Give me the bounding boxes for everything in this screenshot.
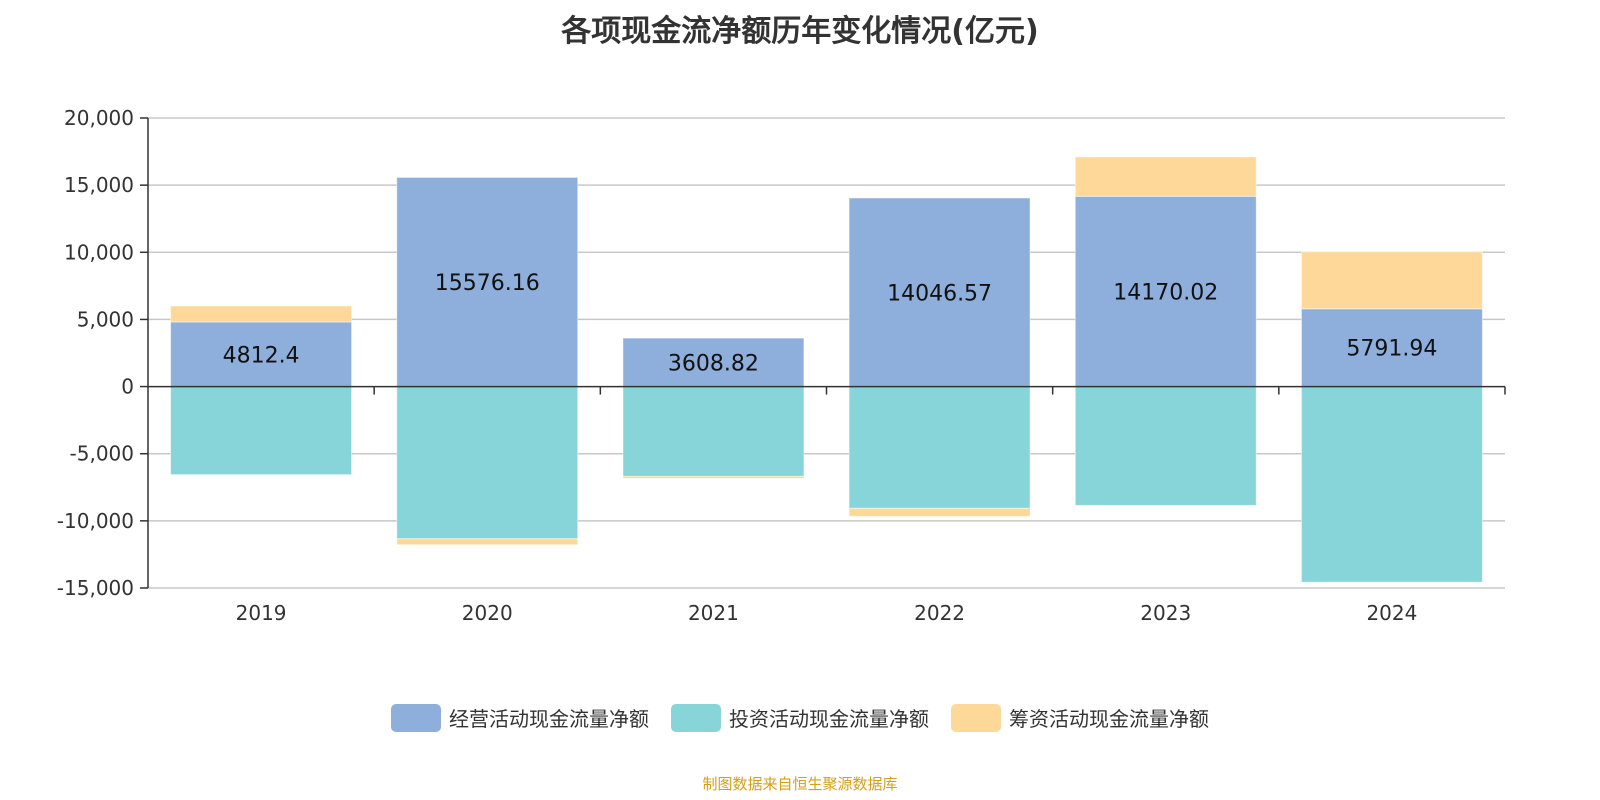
legend: 经营活动现金流量净额 投资活动现金流量净额 筹资活动现金流量净额: [0, 703, 1600, 732]
bar-segment: [1074, 195, 1257, 388]
bar-segment: [848, 507, 1031, 517]
legend-label: 经营活动现金流量净额: [449, 707, 649, 731]
bar-segment: [1300, 251, 1483, 310]
source-footer: 制图数据来自恒生聚源数据库: [702, 775, 898, 793]
y-tick-label: 20,000: [64, 106, 134, 130]
legend-item-financing[interactable]: 筹资活动现金流量净额: [951, 703, 1209, 732]
legend-item-investing[interactable]: 投资活动现金流量净额: [671, 703, 929, 732]
legend-swatch: [671, 703, 721, 732]
y-tick-label: -5,000: [70, 442, 134, 466]
x-tick-label: 2020: [462, 601, 513, 625]
legend-swatch: [951, 703, 1001, 732]
data-label: 14170.02: [1113, 280, 1218, 305]
x-tick-label: 2023: [1140, 601, 1191, 625]
bar-segment: [1074, 156, 1257, 197]
legend-item-operating[interactable]: 经营活动现金流量净额: [391, 703, 649, 732]
data-label: 5791.94: [1346, 337, 1437, 362]
x-tick-label: 2021: [688, 601, 739, 625]
bar-segment: [622, 386, 805, 477]
y-tick-label: 10,000: [64, 240, 134, 264]
y-tick-label: -10,000: [57, 509, 134, 533]
data-label: 3608.82: [668, 351, 759, 376]
y-tick-label: 0: [121, 375, 134, 399]
chart-title: 各项现金流净额历年变化情况(亿元): [561, 14, 1039, 49]
y-tick-label: -15,000: [57, 576, 134, 600]
bar-segment: [170, 305, 353, 323]
legend-label: 投资活动现金流量净额: [729, 707, 929, 731]
data-label: 15576.16: [435, 271, 540, 296]
bar-segment: [1074, 386, 1257, 506]
bar-segment: [622, 475, 805, 479]
bar-segment: [848, 386, 1031, 509]
y-tick-label: 5,000: [77, 307, 134, 331]
bar-segment: [396, 386, 579, 540]
legend-label: 筹资活动现金流量净额: [1009, 707, 1209, 731]
bar-segment: [622, 337, 805, 388]
bar-segment: [170, 386, 353, 476]
data-label: 4812.4: [223, 343, 300, 368]
legend-swatch: [391, 703, 441, 732]
x-tick-label: 2022: [914, 601, 965, 625]
bar-segment: [848, 197, 1031, 388]
bar-segment: [396, 538, 579, 546]
data-label: 14046.57: [887, 281, 992, 306]
bar-segment: [1300, 308, 1483, 388]
x-tick-label: 2024: [1366, 601, 1417, 625]
bar-segment: [1300, 386, 1483, 583]
bar-segment: [396, 176, 579, 388]
y-tick-label: 15,000: [64, 173, 134, 197]
x-tick-label: 2019: [236, 601, 287, 625]
